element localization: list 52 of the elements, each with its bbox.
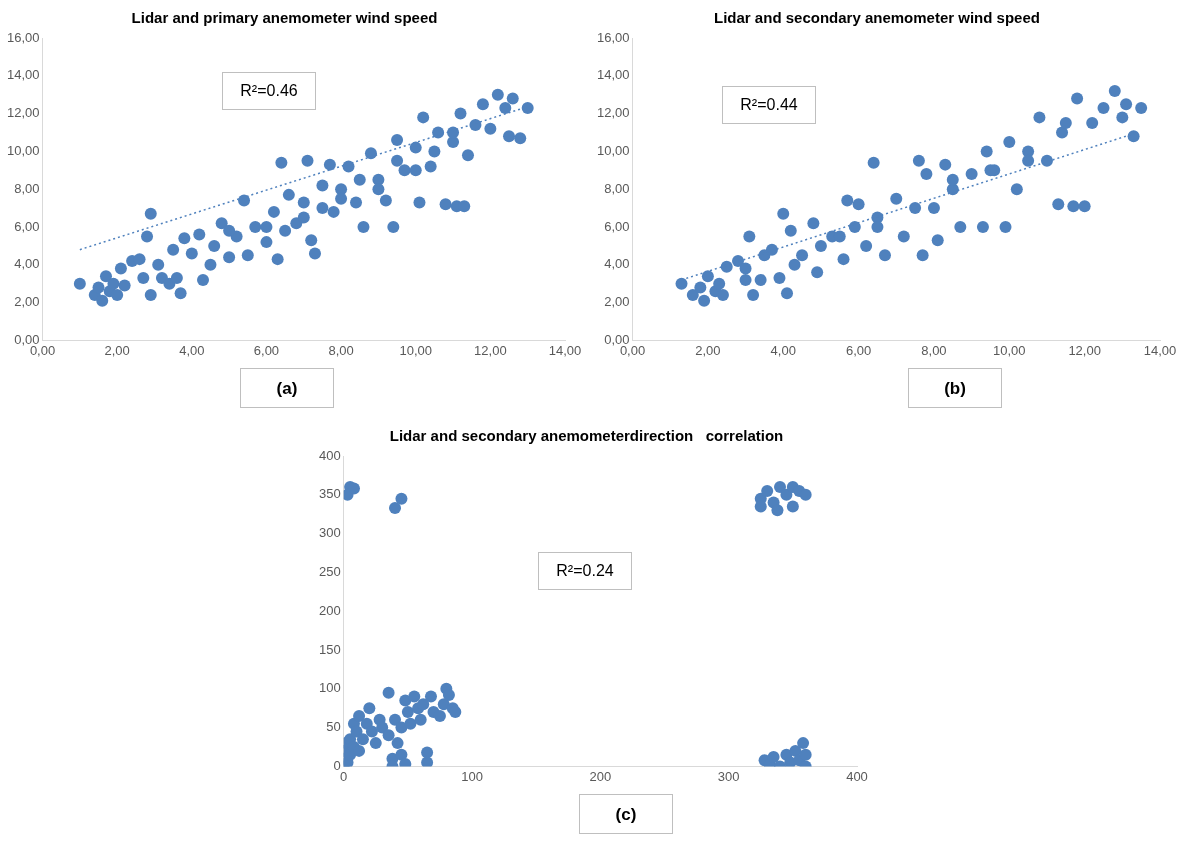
y-tick-label: 4,00 bbox=[14, 256, 40, 272]
x-tick-label: 100 bbox=[461, 768, 483, 784]
y-tick-label: 0,00 bbox=[14, 331, 40, 347]
y-tick-label: 200 bbox=[318, 602, 341, 618]
x-tick-label: 8,00 bbox=[921, 342, 947, 358]
y-tick-label: 2,00 bbox=[14, 294, 40, 310]
y-tick-label: 300 bbox=[318, 525, 341, 541]
x-tick-label: 2,00 bbox=[695, 342, 721, 358]
y-tick-label: 350 bbox=[318, 486, 341, 502]
x-tick-label: 4,00 bbox=[179, 342, 205, 358]
text: (b) bbox=[908, 368, 1002, 408]
y-tick-label: 14,00 bbox=[6, 67, 40, 83]
y-tick-label: 150 bbox=[318, 641, 341, 657]
x-tick-label: 14,00 bbox=[1143, 342, 1177, 358]
y-tick-label: 8,00 bbox=[604, 180, 630, 196]
y-tick-label: 6,00 bbox=[604, 218, 630, 234]
text: (a) bbox=[240, 368, 334, 408]
y-tick-label: 0 bbox=[333, 757, 341, 773]
x-tick-label: 12,00 bbox=[474, 342, 507, 358]
y-tick-label: 16,00 bbox=[6, 29, 40, 45]
y-tick-label: 10,00 bbox=[596, 142, 630, 158]
y-tick-label: 100 bbox=[318, 680, 341, 696]
x-tick-label: 10,00 bbox=[993, 342, 1026, 358]
x-tick-label: 4,00 bbox=[770, 342, 796, 358]
y-tick-label: 250 bbox=[318, 563, 341, 579]
x-tick-label: 12,00 bbox=[1068, 342, 1101, 358]
chart-title: Lidar and primary anemometer wind speed bbox=[131, 9, 438, 27]
y-tick-label: 50 bbox=[326, 719, 341, 735]
annotation: R²=0.44 bbox=[722, 86, 816, 124]
x-tick-label: 6,00 bbox=[253, 342, 280, 358]
y-tick-label: 4,00 bbox=[604, 256, 630, 272]
annotation: R²=0.24 bbox=[538, 552, 632, 590]
y-tick-label: 6,00 bbox=[14, 218, 40, 234]
x-tick-label: 10,00 bbox=[399, 342, 432, 358]
x-tick-label: 400 bbox=[846, 768, 868, 784]
y-tick-label: 400 bbox=[318, 447, 341, 463]
annotation: R²=0.46 bbox=[222, 72, 316, 110]
x-tick-label: 6,00 bbox=[845, 342, 872, 358]
y-tick-label: 16,00 bbox=[596, 29, 630, 45]
y-tick-label: 12,00 bbox=[596, 105, 630, 121]
y-tick-label: 2,00 bbox=[604, 294, 630, 310]
chart-title: Lidar and secondary anemometerdirection correlation bbox=[389, 427, 784, 445]
y-tick-label: 8,00 bbox=[14, 180, 40, 196]
y-tick-label: 0,00 bbox=[604, 331, 630, 347]
text: (c) bbox=[579, 794, 673, 834]
y-tick-label: 12,00 bbox=[6, 105, 40, 121]
chart-title: Lidar and secondary anemometer wind speed bbox=[714, 9, 1040, 27]
y-tick-label: 10,00 bbox=[6, 142, 40, 158]
x-tick-label: 300 bbox=[717, 768, 740, 784]
x-tick-label: 2,00 bbox=[104, 342, 130, 358]
y-tick-label: 14,00 bbox=[596, 67, 630, 83]
x-tick-label: 14,00 bbox=[548, 342, 582, 358]
